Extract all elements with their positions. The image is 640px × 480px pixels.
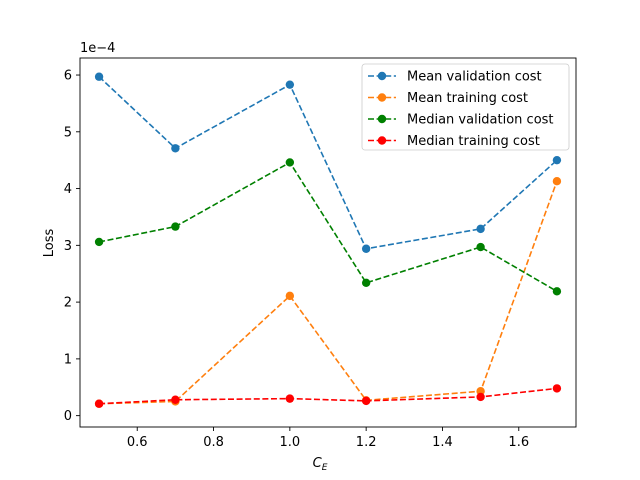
- x-tick-label: 1.4: [432, 435, 453, 450]
- plot-area: [94, 72, 562, 408]
- legend-label: Median training cost: [407, 134, 540, 149]
- legend-entry: Mean training cost: [368, 91, 528, 106]
- x-tick-label: 1.6: [508, 435, 529, 450]
- data-point: [94, 237, 104, 247]
- legend-label: Mean validation cost: [407, 70, 542, 85]
- x-axis-title-main: C: [313, 456, 323, 471]
- series-line: [98, 161, 558, 293]
- x-tick-label: 1.2: [356, 435, 377, 450]
- legend-entry: Median validation cost: [368, 113, 554, 128]
- x-tick-label: 0.8: [203, 435, 224, 450]
- series-line: [99, 387, 558, 405]
- data-point: [285, 158, 295, 167]
- plot-frame: [79, 57, 577, 428]
- data-point: [94, 72, 104, 81]
- data-point: [476, 242, 485, 252]
- legend-label: Median validation cost: [407, 113, 554, 128]
- y-axis-title: Loss: [42, 229, 57, 258]
- data-point: [476, 224, 485, 234]
- data-point: [361, 278, 371, 288]
- x-axis-title: CE: [313, 456, 328, 473]
- y-tick-label: 5: [64, 125, 72, 140]
- y-tick-label: 1: [64, 352, 72, 367]
- data-point: [171, 395, 180, 404]
- y-tick-label: 6: [64, 69, 72, 84]
- series-1: [94, 72, 562, 253]
- y-offset-text: 1e−4: [80, 41, 115, 56]
- legend-marker: [377, 71, 387, 81]
- legend: Mean validation cost Mean training cost Me…: [361, 63, 570, 151]
- x-tick-label: 1.0: [280, 435, 301, 450]
- data-point: [552, 384, 562, 393]
- series-line: [98, 76, 558, 250]
- data-point: [361, 396, 371, 406]
- legend-box: [361, 63, 570, 151]
- data-point: [285, 80, 295, 89]
- x-axis-title-subscript: E: [322, 463, 328, 473]
- data-point: [361, 244, 371, 253]
- data-point: [552, 155, 562, 165]
- series-line: [99, 180, 558, 405]
- legend-entry: Median training cost: [368, 134, 540, 149]
- legend-label: Mean training cost: [407, 91, 528, 106]
- data-point: [285, 291, 295, 301]
- data-point: [476, 392, 485, 402]
- legend-marker: [377, 136, 387, 145]
- axis-ticks: 0.6 0.8 1.0 1.2 1.4 1.6 0 1 2 3 4 5 6: [64, 69, 529, 450]
- x-tick-label: 0.6: [127, 435, 148, 450]
- series-4: [94, 384, 562, 408]
- data-point: [171, 144, 180, 153]
- y-tick-label: 3: [64, 239, 72, 254]
- y-tick-label: 0: [64, 409, 72, 424]
- data-point: [552, 176, 562, 186]
- legend-marker: [377, 114, 387, 124]
- data-point: [552, 287, 562, 296]
- y-tick-label: 2: [64, 296, 72, 311]
- series-3: [94, 158, 562, 296]
- legend-entry: Mean validation cost: [368, 70, 542, 85]
- y-tick-label: 4: [64, 182, 72, 197]
- data-point: [285, 394, 295, 403]
- data-point: [171, 222, 180, 231]
- legend-marker: [377, 93, 387, 102]
- data-point: [94, 399, 104, 408]
